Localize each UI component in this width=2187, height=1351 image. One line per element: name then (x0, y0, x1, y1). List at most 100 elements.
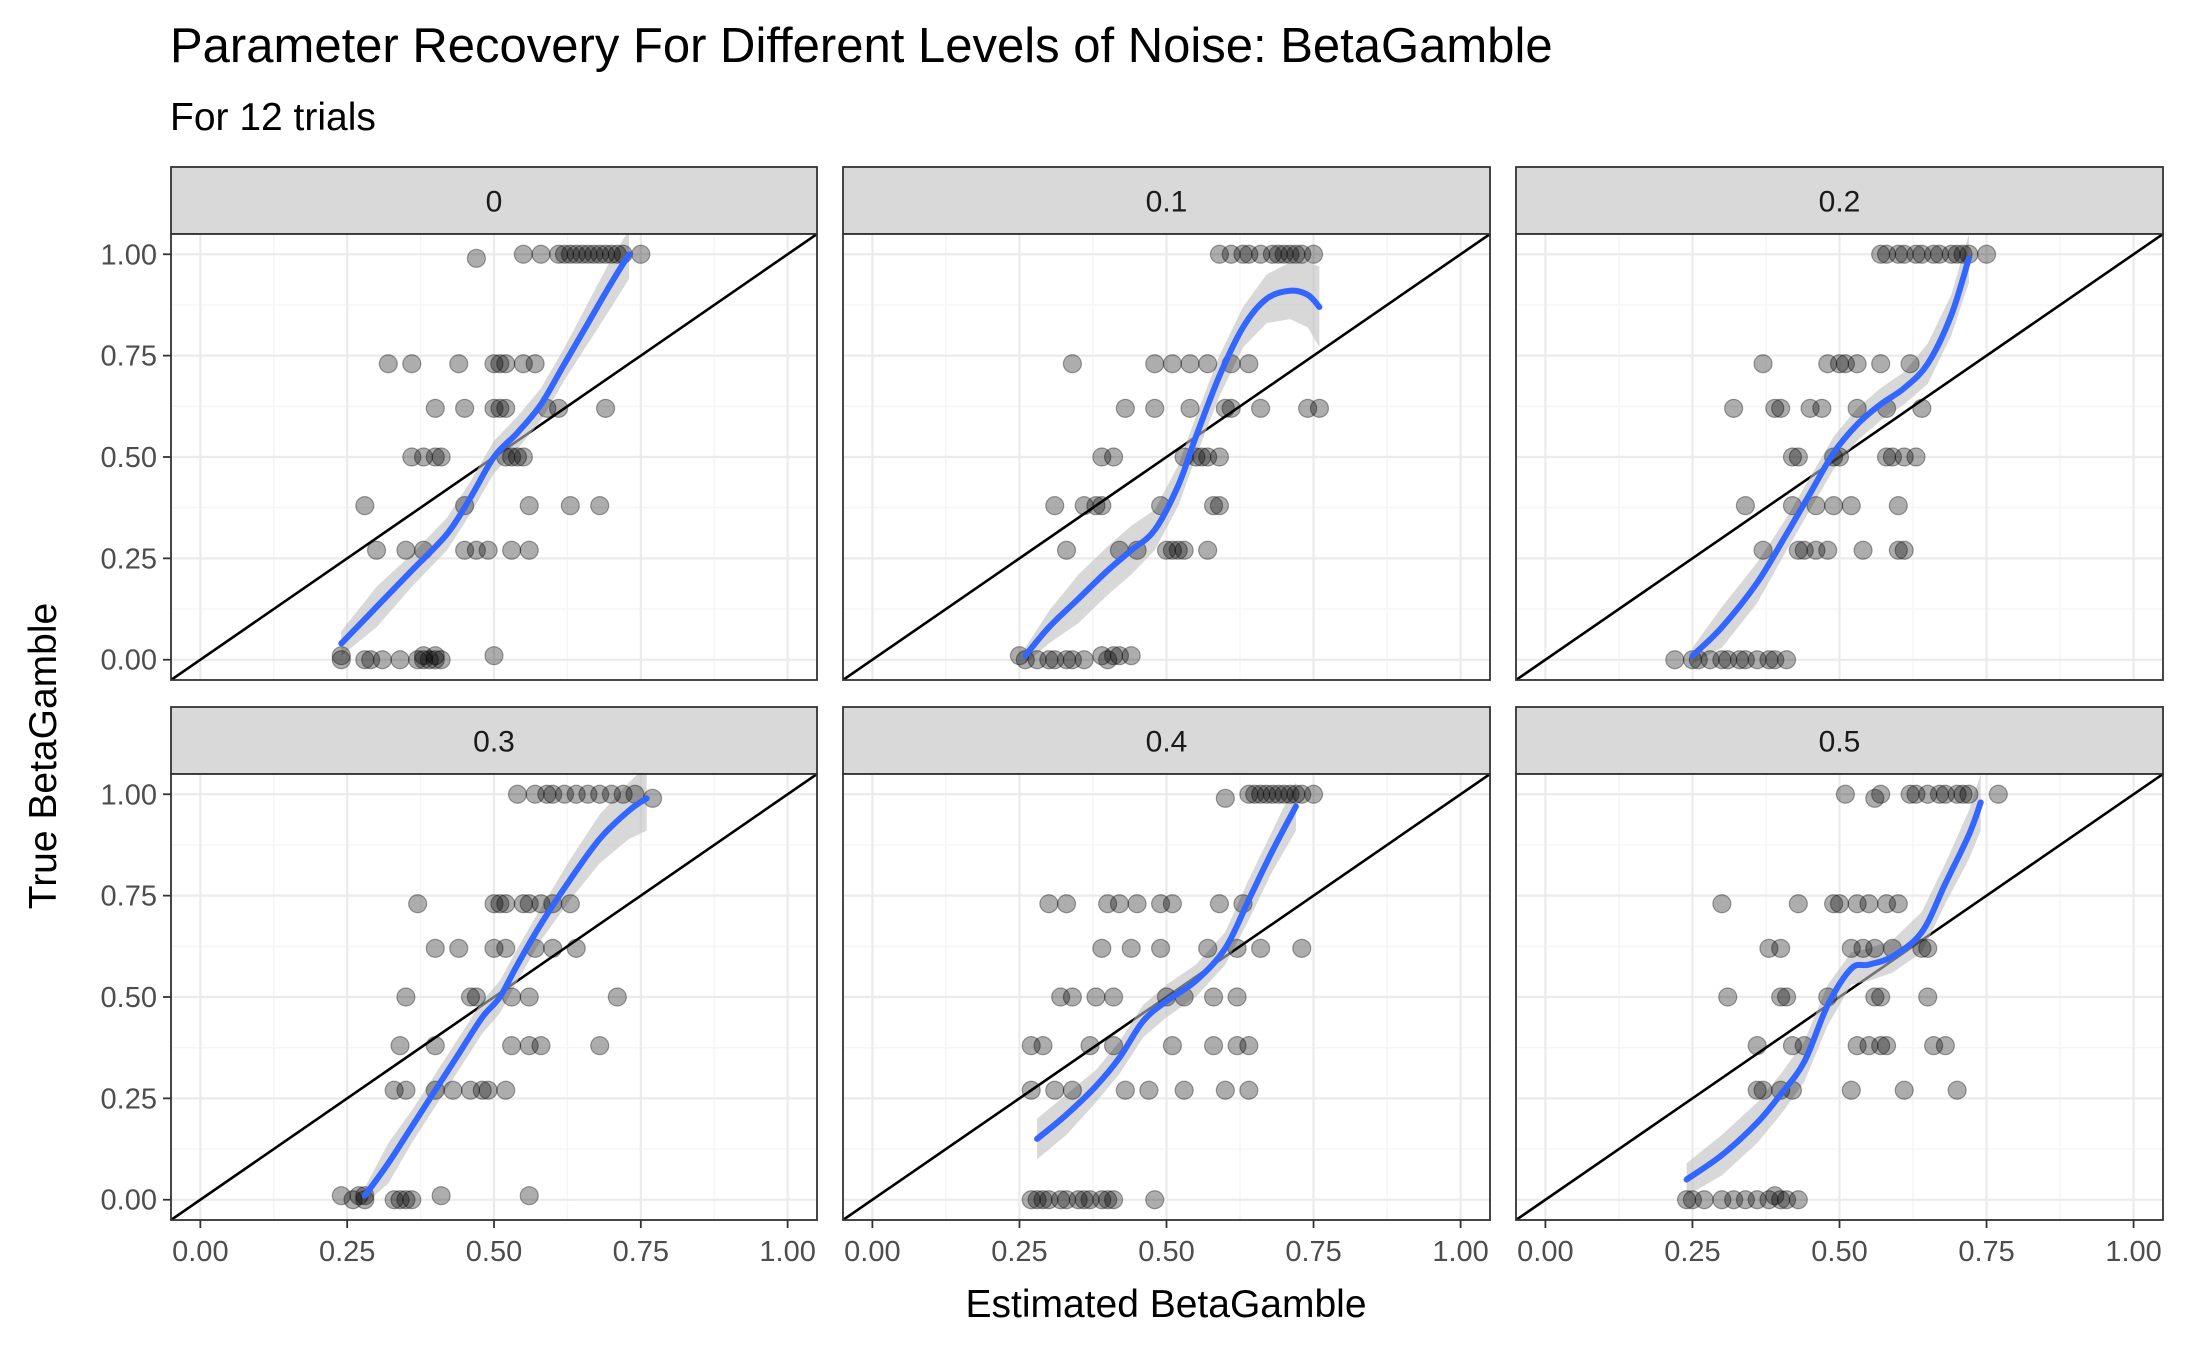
data-point (1871, 784, 1891, 804)
x-tick-label: 0.00 (1517, 1236, 1573, 1268)
data-point (1912, 244, 1932, 264)
data-point (1174, 1080, 1194, 1100)
data-point (1215, 1080, 1235, 1100)
x-tick-label: 0.75 (1285, 1236, 1341, 1268)
y-tick-label: 1.00 (101, 239, 157, 271)
y-tick-label: 0.25 (101, 543, 157, 575)
data-point (396, 1080, 416, 1100)
x-tick-label: 0.25 (319, 1236, 375, 1268)
data-point (1145, 1190, 1165, 1210)
data-point (1782, 447, 1803, 467)
data-point (1280, 244, 1300, 264)
data-point (554, 244, 575, 264)
data-point (1203, 987, 1224, 1007)
smooth-curve (361, 795, 650, 1199)
data-point (1015, 650, 1035, 670)
data-point (1818, 354, 1838, 374)
data-point (449, 354, 469, 374)
data-point (1156, 540, 1177, 560)
data-point (543, 938, 563, 958)
data-point (513, 447, 533, 467)
data-point (1239, 784, 1259, 804)
data-point (531, 1036, 551, 1056)
data-point (1309, 398, 1330, 418)
data-point (595, 244, 616, 264)
panel-border (1515, 233, 2164, 681)
data-point (1086, 496, 1106, 516)
data-point (455, 540, 475, 560)
data-point (525, 784, 545, 804)
facet-panels: 00.000.250.500.751.000.1 0.20.30.000.250.… (101, 166, 2164, 1268)
facet-strip-label: 0.4 (1146, 726, 1188, 759)
data-point (1876, 447, 1897, 467)
data-point (1239, 1036, 1259, 1056)
data-point (402, 1190, 422, 1210)
data-point (1051, 1190, 1071, 1210)
data-point (519, 1036, 539, 1056)
data-point (1056, 540, 1077, 560)
x-tick-label: 1.00 (2105, 1236, 2161, 1268)
data-point (1776, 1190, 1797, 1210)
data-point (1947, 1080, 1967, 1100)
data-point (1109, 894, 1130, 914)
data-point (455, 398, 475, 418)
data-point (1682, 1190, 1703, 1210)
data-point (425, 646, 445, 666)
data-point (1062, 650, 1082, 670)
data-point (1251, 784, 1271, 804)
data-point (1062, 987, 1082, 1007)
data-point (1209, 496, 1230, 516)
panel-plot-area (1516, 234, 2163, 680)
data-point (484, 354, 504, 374)
data-point (1286, 784, 1306, 804)
data-point (572, 244, 592, 264)
data-point (331, 1186, 351, 1206)
data-point (1080, 1190, 1100, 1210)
data-point (331, 646, 351, 666)
facet-strip (842, 706, 1491, 775)
data-point (496, 894, 516, 914)
confidence-band (1686, 774, 1981, 1196)
data-point (1056, 650, 1077, 670)
data-point (478, 540, 498, 560)
data-point (1759, 1190, 1779, 1210)
data-point (1162, 540, 1182, 560)
data-point (519, 987, 539, 1007)
data-point (1753, 1080, 1773, 1100)
data-point (1947, 784, 1967, 804)
data-point (1735, 1190, 1755, 1210)
data-point (1865, 938, 1885, 958)
data-point (554, 784, 575, 804)
data-point (1924, 1036, 1944, 1056)
data-point (361, 650, 381, 670)
data-point (1871, 1036, 1891, 1056)
data-point (1274, 244, 1294, 264)
data-point (1039, 1190, 1059, 1210)
data-point (1245, 784, 1265, 804)
data-point (1209, 894, 1230, 914)
y-tick-label: 0.75 (101, 341, 157, 373)
data-point (496, 938, 516, 958)
x-tick-label: 0.50 (466, 1236, 522, 1268)
data-point (1121, 646, 1141, 666)
data-point (1109, 646, 1130, 666)
data-point (1753, 540, 1773, 560)
data-point (1847, 1036, 1867, 1056)
data-point (1888, 894, 1908, 914)
data-point (355, 496, 375, 516)
data-point (1865, 987, 1885, 1007)
data-point (384, 1190, 404, 1210)
data-point (408, 650, 428, 670)
data-point (1098, 1190, 1118, 1210)
data-point (390, 1036, 410, 1056)
data-point (1724, 398, 1744, 418)
data-point (1280, 784, 1300, 804)
smooth-curve (1689, 255, 1972, 659)
data-point (1062, 1080, 1082, 1100)
data-point (1292, 244, 1312, 264)
smooth-curve (1034, 803, 1299, 1142)
data-point (1115, 1080, 1135, 1100)
data-point (378, 354, 398, 374)
y-tick-label: 0.50 (101, 982, 157, 1014)
data-point (560, 244, 580, 264)
